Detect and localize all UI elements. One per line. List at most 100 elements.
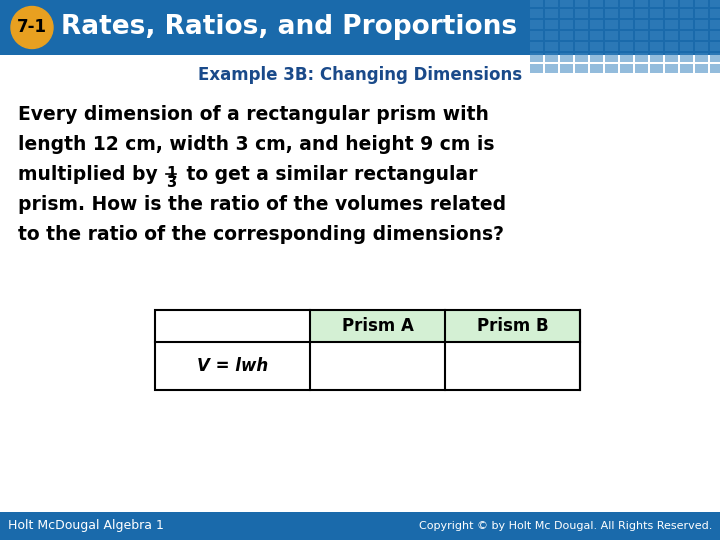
Bar xyxy=(560,64,573,73)
Bar xyxy=(620,9,633,18)
Bar xyxy=(680,64,693,73)
Bar xyxy=(695,9,708,18)
Bar xyxy=(650,0,663,7)
Bar xyxy=(575,42,588,51)
Bar xyxy=(665,64,678,73)
Bar xyxy=(590,64,603,73)
Bar xyxy=(545,31,558,40)
Bar xyxy=(590,9,603,18)
Bar xyxy=(590,53,603,62)
Bar xyxy=(680,53,693,62)
Bar xyxy=(650,42,663,51)
Bar xyxy=(620,42,633,51)
Bar xyxy=(665,9,678,18)
Text: Copyright © by Holt Mc Dougal. All Rights Reserved.: Copyright © by Holt Mc Dougal. All Right… xyxy=(418,521,712,531)
Bar xyxy=(635,0,648,7)
Bar xyxy=(620,64,633,73)
Bar xyxy=(605,42,618,51)
Bar xyxy=(650,64,663,73)
Text: Prism A: Prism A xyxy=(341,317,413,335)
Bar xyxy=(695,20,708,29)
Bar xyxy=(590,0,603,7)
Bar xyxy=(560,20,573,29)
Text: length 12 cm, width 3 cm, and height 9 cm is: length 12 cm, width 3 cm, and height 9 c… xyxy=(18,135,495,154)
Text: Example 3B: Changing Dimensions: Example 3B: Changing Dimensions xyxy=(198,66,522,84)
Bar xyxy=(545,0,558,7)
Bar xyxy=(665,31,678,40)
Bar xyxy=(530,31,543,40)
Bar xyxy=(635,53,648,62)
Bar xyxy=(695,64,708,73)
Bar xyxy=(665,20,678,29)
Bar xyxy=(635,20,648,29)
Bar xyxy=(635,42,648,51)
Bar xyxy=(545,53,558,62)
Text: 1: 1 xyxy=(166,166,176,181)
Bar xyxy=(650,9,663,18)
Circle shape xyxy=(11,6,53,49)
Bar xyxy=(0,0,720,55)
Bar xyxy=(530,42,543,51)
Bar xyxy=(545,9,558,18)
Bar xyxy=(710,20,720,29)
Bar xyxy=(545,64,558,73)
Text: Rates, Ratios, and Proportions: Rates, Ratios, and Proportions xyxy=(61,15,517,40)
Bar xyxy=(650,53,663,62)
Text: V = lwh: V = lwh xyxy=(197,357,268,375)
Bar xyxy=(680,9,693,18)
Bar xyxy=(530,53,543,62)
Text: Holt McDougal Algebra 1: Holt McDougal Algebra 1 xyxy=(8,519,164,532)
Text: prism. How is the ratio of the volumes related: prism. How is the ratio of the volumes r… xyxy=(18,195,506,214)
Bar xyxy=(155,342,580,390)
Bar xyxy=(575,64,588,73)
Text: Every dimension of a rectangular prism with: Every dimension of a rectangular prism w… xyxy=(18,105,489,124)
Bar xyxy=(530,9,543,18)
Bar xyxy=(635,64,648,73)
Bar xyxy=(575,31,588,40)
Bar xyxy=(605,53,618,62)
Bar xyxy=(575,20,588,29)
Bar xyxy=(530,0,543,7)
Bar xyxy=(530,20,543,29)
Bar xyxy=(680,31,693,40)
Bar xyxy=(590,20,603,29)
Bar xyxy=(695,31,708,40)
Bar xyxy=(650,31,663,40)
Bar xyxy=(680,42,693,51)
Bar xyxy=(575,0,588,7)
Bar xyxy=(635,9,648,18)
Text: 3: 3 xyxy=(166,175,176,190)
Bar xyxy=(155,310,580,390)
Text: 7-1: 7-1 xyxy=(17,18,47,37)
Bar xyxy=(665,0,678,7)
Bar xyxy=(605,0,618,7)
Bar xyxy=(680,20,693,29)
Bar xyxy=(710,53,720,62)
Bar xyxy=(545,20,558,29)
Bar xyxy=(590,31,603,40)
Text: Prism B: Prism B xyxy=(477,317,549,335)
Bar xyxy=(560,53,573,62)
Text: multiplied by: multiplied by xyxy=(18,165,164,184)
Bar xyxy=(710,0,720,7)
Bar xyxy=(605,9,618,18)
Bar xyxy=(710,9,720,18)
Bar xyxy=(710,31,720,40)
Bar xyxy=(695,0,708,7)
Bar xyxy=(710,64,720,73)
Bar xyxy=(590,42,603,51)
Bar xyxy=(560,9,573,18)
Bar xyxy=(605,31,618,40)
Bar xyxy=(665,53,678,62)
Bar xyxy=(560,42,573,51)
Bar xyxy=(560,31,573,40)
Bar xyxy=(575,53,588,62)
Bar xyxy=(0,512,720,540)
Bar xyxy=(530,64,543,73)
Bar xyxy=(650,20,663,29)
Bar xyxy=(710,42,720,51)
Bar xyxy=(575,9,588,18)
Bar xyxy=(635,31,648,40)
Bar xyxy=(680,0,693,7)
Bar xyxy=(605,64,618,73)
